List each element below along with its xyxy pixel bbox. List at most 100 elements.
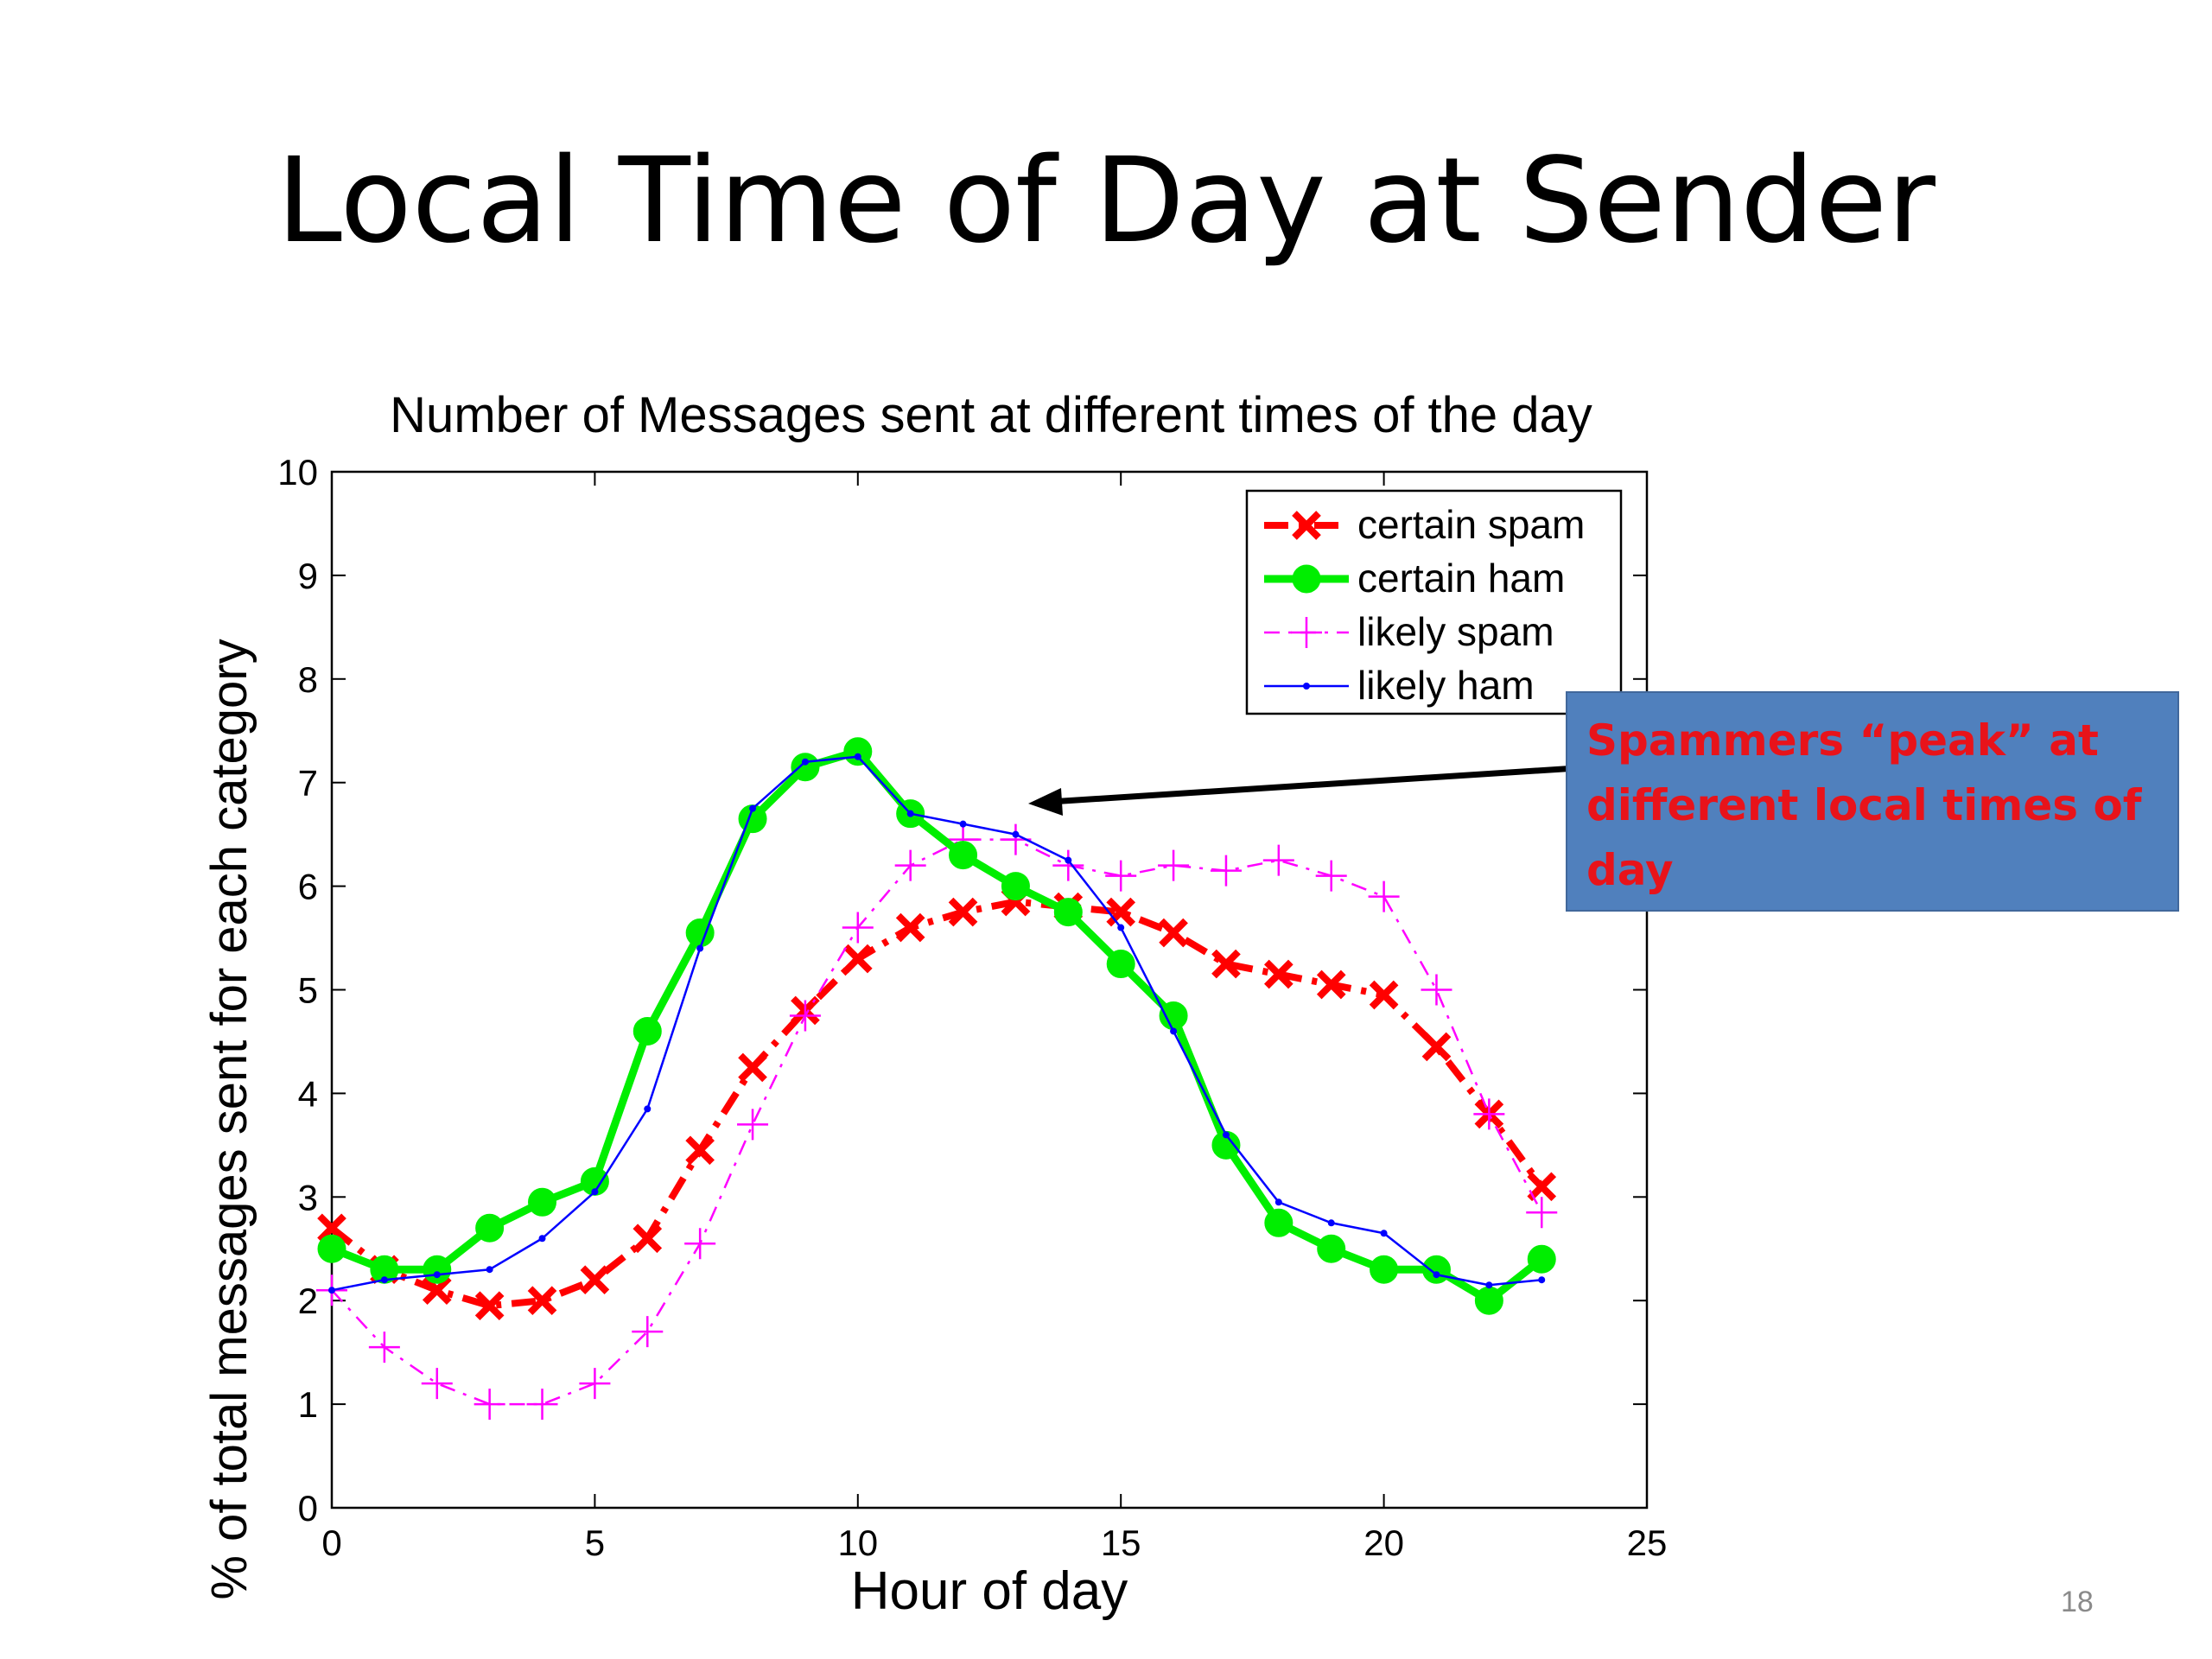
data-point (422, 1275, 452, 1306)
data-point (1421, 1255, 1451, 1284)
callout-box: Spammers “peak” at different local times… (1566, 691, 2179, 912)
series-line (329, 898, 1545, 1310)
data-point (1106, 950, 1135, 979)
data-point (474, 1389, 505, 1421)
data-point (1421, 1032, 1452, 1062)
data-point (644, 1105, 652, 1113)
legend-label: certain ham (1357, 556, 1565, 601)
data-point (1053, 898, 1083, 927)
data-point (632, 1224, 663, 1254)
series-line (331, 755, 1542, 1292)
data-point (685, 1135, 715, 1166)
y-axis-label: % of total messages sent for each catego… (201, 639, 257, 1599)
data-point (1317, 1234, 1346, 1263)
data-point (894, 849, 926, 881)
x-tick-label: 25 (1627, 1522, 1668, 1563)
data-point (579, 1368, 611, 1400)
data-point (1315, 860, 1347, 892)
arrow-head (1028, 788, 1063, 816)
data-point (591, 1188, 599, 1196)
series-likely-ham (328, 753, 1546, 1294)
data-point (1105, 860, 1137, 892)
data-point (423, 1255, 452, 1284)
data-point (580, 1265, 610, 1295)
series-certain-spam (317, 887, 1557, 1321)
x-tick-label: 15 (1101, 1522, 1141, 1563)
data-point (1433, 1271, 1440, 1279)
y-tick-label: 1 (298, 1384, 318, 1425)
data-point (906, 810, 914, 817)
data-point (696, 944, 704, 952)
data-point (1052, 849, 1084, 881)
data-point (737, 1109, 769, 1141)
data-point (1368, 880, 1400, 912)
y-tick-label: 9 (298, 556, 318, 596)
y-tick-label: 0 (298, 1488, 318, 1529)
x-tick-label: 0 (321, 1522, 341, 1563)
legend-label: likely ham (1357, 663, 1535, 708)
data-point (948, 897, 978, 927)
y-tick-label: 4 (298, 1073, 318, 1114)
data-point (1369, 980, 1399, 1010)
data-point (843, 737, 873, 766)
slide-title: Local Time of Day at Sender (276, 133, 1936, 270)
y-tick-label: 2 (298, 1281, 318, 1321)
x-tick-label: 5 (585, 1522, 605, 1563)
data-point (1474, 1286, 1503, 1315)
data-point (1303, 683, 1310, 690)
y-tick-label: 5 (298, 970, 318, 1011)
x-tick-label: 10 (837, 1522, 878, 1563)
data-point (684, 1228, 716, 1260)
data-point (1158, 849, 1190, 881)
legend-label: certain spam (1357, 502, 1585, 547)
data-point (527, 1286, 557, 1316)
legend-item: certain spam (1264, 502, 1585, 547)
series-line (331, 838, 1543, 1406)
data-point (959, 820, 967, 828)
data-point (1370, 1255, 1399, 1284)
x-axis-label: Hour of day (851, 1561, 1128, 1621)
data-point (1211, 949, 1241, 979)
legend: certain spam certain ham likely spam likely… (1245, 489, 1623, 715)
y-tick-label: 7 (298, 763, 318, 804)
data-point (738, 1052, 767, 1083)
data-point (801, 758, 809, 766)
legend-item: certain ham (1264, 556, 1565, 601)
data-point (1327, 1219, 1335, 1227)
data-point (1264, 1208, 1294, 1237)
legend-item: likely ham (1264, 663, 1535, 708)
data-point (528, 1187, 557, 1217)
data-point (895, 912, 925, 943)
data-point (1485, 1281, 1493, 1289)
data-point (1527, 1172, 1557, 1202)
data-point (486, 1266, 493, 1274)
data-point (317, 1234, 346, 1263)
data-point (1316, 969, 1346, 1000)
y-tick-label: 3 (298, 1177, 318, 1217)
legend-item: likely spam (1264, 609, 1554, 654)
data-point (317, 1213, 346, 1243)
data-point (1001, 872, 1030, 901)
x-tick-label: 20 (1363, 1522, 1404, 1563)
data-point (632, 1316, 664, 1348)
data-point (421, 1368, 453, 1400)
data-point (1526, 1197, 1558, 1229)
data-point (1117, 924, 1125, 931)
data-point (1262, 844, 1294, 876)
chart-title: Number of Messages sent at different tim… (390, 387, 1592, 443)
annotation-arrow (1028, 764, 1591, 816)
data-point (842, 912, 874, 944)
data-point (380, 1276, 388, 1284)
data-point (1527, 1244, 1556, 1274)
data-point (368, 1332, 400, 1363)
series-certain-ham (317, 737, 1556, 1315)
data-point (1264, 959, 1294, 989)
data-point (1106, 897, 1136, 927)
data-point (1210, 855, 1242, 887)
data-point (328, 1287, 335, 1294)
data-point (1159, 918, 1188, 948)
data-point (791, 753, 820, 782)
data-point (1473, 1098, 1505, 1130)
series-likely-spam (316, 823, 1558, 1421)
